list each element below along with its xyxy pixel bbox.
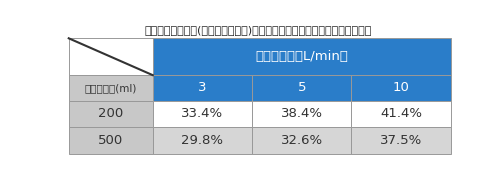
Text: バッグバルブ換気(リザーバーなし)時の酸素流量と換気量と酸素濃度の関係: バッグバルブ換気(リザーバーなし)時の酸素流量と換気量と酸素濃度の関係 <box>144 25 372 35</box>
Text: 33.4%: 33.4% <box>182 107 223 120</box>
Text: 37.5%: 37.5% <box>380 134 422 147</box>
Text: 5: 5 <box>297 81 306 94</box>
Text: 500: 500 <box>98 134 123 147</box>
Text: 41.4%: 41.4% <box>380 107 422 120</box>
Text: 10: 10 <box>393 81 409 94</box>
Text: 一回換気量(ml): 一回換気量(ml) <box>85 83 137 93</box>
Text: 3: 3 <box>198 81 207 94</box>
Text: 200: 200 <box>98 107 123 120</box>
Text: 32.6%: 32.6% <box>281 134 323 147</box>
Text: 酸素添加量（L/min）: 酸素添加量（L/min） <box>256 50 348 63</box>
Text: 29.8%: 29.8% <box>182 134 223 147</box>
Text: 38.4%: 38.4% <box>281 107 323 120</box>
